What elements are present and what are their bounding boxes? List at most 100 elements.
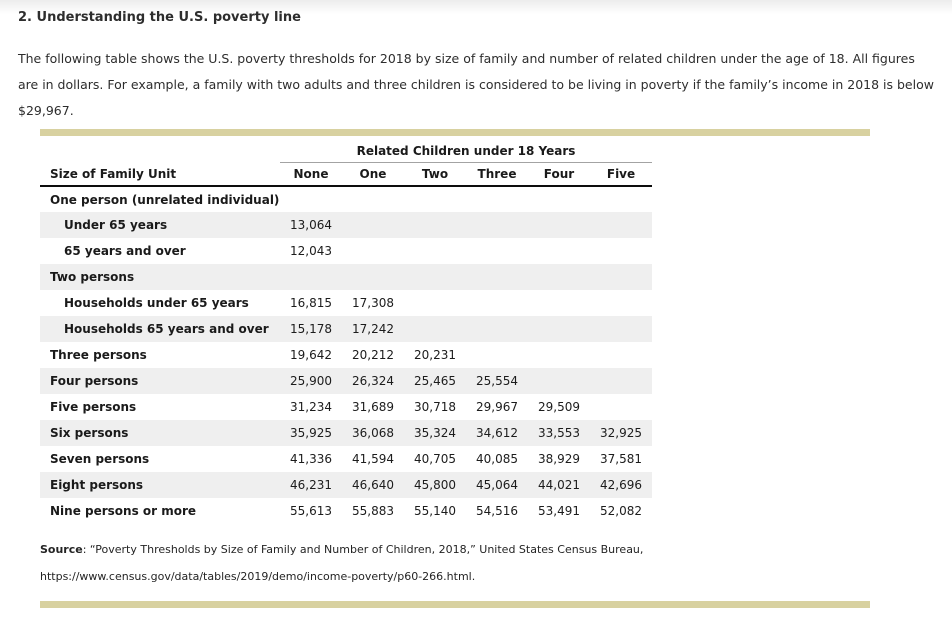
spanner-spacer [40,140,280,162]
row-value-empty [404,186,466,212]
table-section: Related Children under 18 Years Size of … [40,129,870,608]
row-value-empty [280,186,342,212]
row-label: Seven persons [50,452,150,466]
row-value: 29,967 [476,400,518,414]
row-value: 20,231 [414,348,456,362]
row-value: 20,212 [352,348,394,362]
column-header-none: None [280,162,342,187]
row-value: 26,324 [352,374,394,388]
row-header-label: Size of Family Unit [40,162,280,187]
row-value: 29,509 [538,400,580,414]
row-value-empty [590,264,652,290]
row-value-empty [590,212,652,238]
column-header-four: Four [528,162,590,187]
row-value: 36,068 [352,426,394,440]
row-value: 17,242 [352,322,394,336]
row-value-empty [528,316,590,342]
row-value: 25,554 [476,374,518,388]
row-value: 31,234 [290,400,332,414]
accent-bar-bottom [40,601,870,608]
row-value: 55,883 [352,504,394,518]
row-value: 15,178 [290,322,332,336]
row-label: One person (unrelated individual) [50,192,280,207]
table-row: Households under 65 years 16,815 17,308 [40,290,652,316]
row-value-empty [466,316,528,342]
row-value-empty [466,264,528,290]
table-spanner-header: Related Children under 18 Years [280,140,653,163]
row-value: 12,043 [290,244,332,258]
row-value-empty [590,394,652,420]
row-value: 46,231 [290,478,332,492]
row-label: Households 65 years and over [64,322,269,336]
row-value: 16,815 [290,296,332,310]
row-value-empty [342,238,404,264]
accent-bar-top [40,129,870,136]
row-value-empty [342,186,404,212]
row-value-empty [590,238,652,264]
row-value-empty [342,264,404,290]
row-label: Six persons [50,426,129,440]
table-row: Households 65 years and over 15,178 17,242 [40,316,653,342]
row-value-empty [528,342,590,368]
row-value-empty [590,342,652,368]
row-value-empty [404,290,466,316]
column-header-one: One [342,162,404,187]
row-value-empty [590,186,652,212]
row-value-empty [404,316,466,342]
column-header-three: Three [466,162,528,187]
row-label: Three persons [50,348,147,362]
row-label: Under 65 years [64,218,168,232]
row-value-empty [404,238,466,264]
table-row: 65 years and over 12,043 [40,238,652,264]
row-label: Nine persons or more [50,504,197,518]
intro-paragraph: The following table shows the U.S. pover… [18,51,934,118]
row-value-empty [466,342,528,368]
row-value: 25,900 [290,374,332,388]
row-value: 30,718 [414,400,456,414]
row-value-empty [528,212,590,238]
source-label: Source [40,543,83,556]
row-value: 35,925 [290,426,332,440]
row-value: 25,465 [414,374,456,388]
poverty-thresholds-table: Related Children under 18 Years Size of … [40,140,653,524]
row-value: 13,064 [290,218,332,232]
row-value: 33,553 [538,426,580,440]
row-value: 45,800 [414,478,456,492]
row-value: 37,581 [600,452,643,466]
row-value-empty [590,290,652,316]
row-value-empty [404,212,466,238]
row-label: 65 years and over [64,244,186,258]
source-citation: : “Poverty Thresholds by Size of Family … [82,543,644,556]
row-value-empty [466,186,528,212]
row-value: 19,642 [290,348,332,362]
row-value: 34,612 [476,426,518,440]
row-value-empty [590,316,652,342]
column-header-row: Size of Family Unit None One Two Three Four F… [40,162,653,187]
row-value: 40,705 [414,452,456,466]
row-value-empty [528,186,590,212]
row-value-empty [528,368,590,394]
row-value-empty [590,368,652,394]
page-title: 2. Understanding the U.S. poverty line [18,10,301,25]
column-header-five: Five [590,162,653,187]
row-value: 31,689 [352,400,394,414]
table-row: Six persons 35,925 36,068 35,324 34,612 33,55… [40,420,653,446]
row-value-empty [466,238,528,264]
row-value-empty [342,212,404,238]
row-value: 55,613 [290,504,332,518]
row-label: Households under 65 years [64,296,249,310]
row-value: 52,082 [600,504,643,518]
row-value: 55,140 [414,504,456,518]
row-value: 44,021 [538,478,580,492]
row-label: Five persons [50,400,137,414]
table-row: Under 65 years 13,064 [40,212,653,238]
row-label: Two persons [50,270,135,284]
row-value: 41,336 [290,452,332,466]
table-row: Seven persons 41,336 41,594 40,705 40,085 38,… [40,446,652,472]
row-label: Eight persons [50,478,144,492]
row-value: 53,491 [538,504,580,518]
row-value: 32,925 [600,426,643,440]
table-row: One person (unrelated individual) [40,186,652,212]
row-value-empty [528,238,590,264]
